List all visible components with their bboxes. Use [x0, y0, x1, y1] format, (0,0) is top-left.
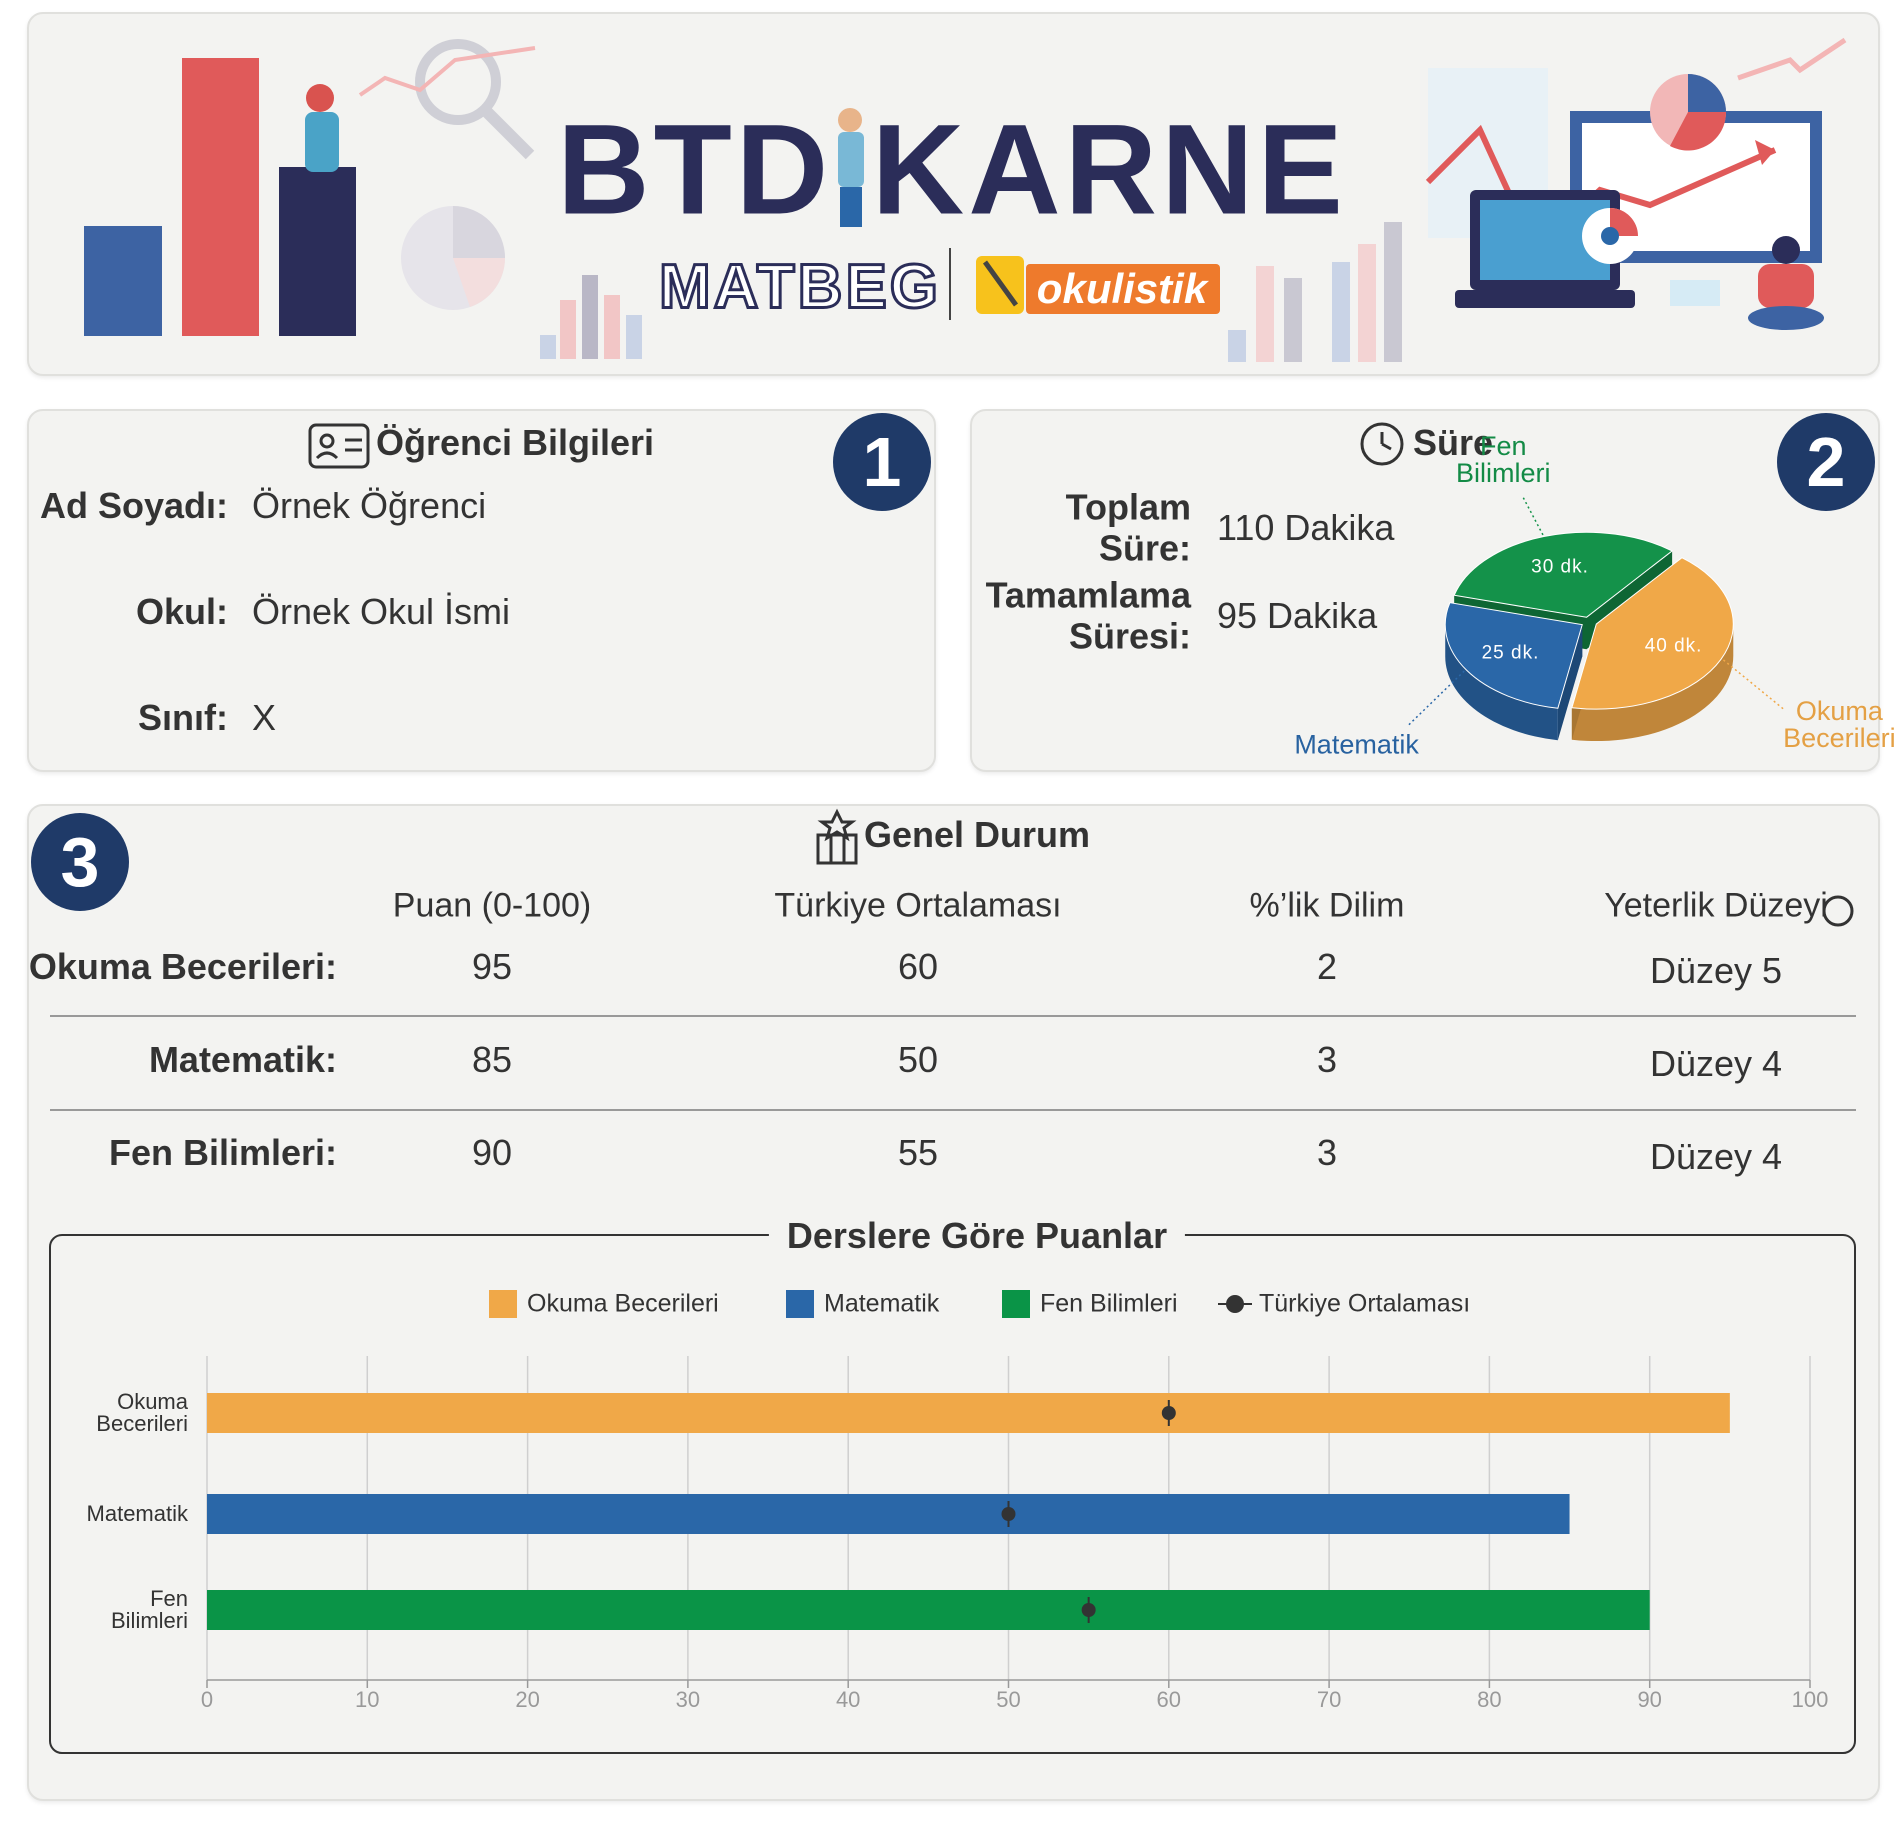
field-label: Ad Soyadı:: [39, 485, 228, 526]
pie-value-label: 30 dk.: [1531, 556, 1589, 578]
partner-logo: okulistik: [1036, 265, 1208, 312]
table-cell: Düzey 4: [1649, 1043, 1783, 1084]
average-marker: [1081, 1603, 1096, 1617]
column-header: Yeterlik Düzeyi: [1604, 886, 1828, 925]
field-label: Tamamlama Süresi:: [985, 574, 1191, 657]
x-tick-label: 50: [996, 1687, 1021, 1712]
pie-leader: [1408, 670, 1465, 726]
row-label: Matematik:: [148, 1039, 337, 1080]
row-label: Okuma Becerileri:: [28, 946, 337, 987]
pie-category-label: Matematik: [1294, 729, 1419, 760]
x-tick-label: 90: [1637, 1687, 1662, 1712]
brand-logo: MATBEG: [657, 251, 942, 323]
table-cell: 55: [897, 1132, 939, 1173]
field-value: Örnek Okul İsmi: [252, 591, 511, 632]
section-icon: [308, 422, 1854, 927]
pie-slice-side: [1571, 624, 1734, 742]
section-badge: 2: [1777, 413, 1875, 511]
table-cell: 85: [471, 1039, 513, 1080]
table-cell: Düzey 4: [1649, 1136, 1783, 1177]
field-label: Toplam Süre:: [1065, 486, 1191, 569]
x-tick-label: 70: [1316, 1687, 1342, 1712]
x-tick-label: 80: [1477, 1687, 1502, 1712]
chart-title: Derslere Göre Puanlar: [768, 1215, 1186, 1257]
column-header: Puan (0-100): [392, 886, 592, 925]
section-title: Genel Durum: [863, 814, 1091, 855]
y-tick-label: Matematik: [86, 1501, 188, 1526]
legend-label: Türkiye Ortalaması: [1259, 1289, 1471, 1318]
report-title: BTD KARNE: [557, 98, 1347, 242]
field-value: 110 Dakika: [1217, 507, 1395, 548]
student-panel: [27, 409, 936, 772]
legend-label: Okuma Becerileri: [527, 1289, 719, 1318]
pie-value-label: 25 dk.: [1481, 642, 1540, 664]
average-marker: [1001, 1507, 1016, 1521]
x-tick-label: 0: [200, 1687, 214, 1712]
x-tick-label: 40: [835, 1687, 861, 1712]
field-value: X: [252, 697, 277, 738]
bar: [207, 1393, 1730, 1433]
column-header: Türkiye Ortalaması: [774, 886, 1062, 925]
x-tick-label: 100: [1791, 1687, 1829, 1712]
table-cell: 3: [1316, 1132, 1338, 1173]
section-title: Öğrenci Bilgileri: [375, 422, 655, 463]
field-label: Okul:: [135, 591, 228, 632]
table-cell: 60: [897, 946, 939, 987]
legend-label: Matematik: [824, 1289, 940, 1318]
table-cell: 2: [1316, 946, 1338, 987]
x-tick-label: 60: [1156, 1687, 1182, 1712]
x-tick-label: 10: [355, 1687, 380, 1712]
header-decoration: [84, 37, 1847, 362]
x-tick-label: 30: [675, 1687, 701, 1712]
x-tick-label: 20: [515, 1687, 540, 1712]
y-tick-label: Okuma Becerileri: [96, 1389, 188, 1436]
section-badge: 3: [31, 813, 129, 911]
table-cell: 90: [471, 1132, 513, 1173]
pie-category-label: Fen Bilimleri: [1456, 430, 1551, 488]
table-cell: 3: [1316, 1039, 1338, 1080]
column-header: %’lik Dilim: [1249, 886, 1405, 925]
section-title: Süre: [1412, 422, 1494, 463]
pie-slice: [1444, 602, 1583, 709]
pie-category-label: Okuma Becerileri: [1783, 695, 1896, 753]
legend-marker: [1226, 1295, 1244, 1313]
pie-slice: [1453, 531, 1674, 618]
average-marker: [1161, 1406, 1176, 1420]
field-value: 95 Dakika: [1217, 595, 1378, 636]
row-label: Fen Bilimleri:: [108, 1132, 337, 1173]
field-value: Örnek Öğrenci: [252, 485, 487, 526]
section-badge: 1: [833, 413, 931, 511]
legend-swatch: [786, 1290, 814, 1318]
table-cell: Düzey 5: [1649, 950, 1783, 991]
bar: [207, 1494, 1570, 1534]
general-panel: [27, 804, 1880, 1801]
table-cell: 95: [471, 946, 513, 987]
pie-value-label: 40 dk.: [1644, 635, 1703, 657]
field-label: Sınıf:: [138, 697, 228, 738]
y-tick-label: Fen Bilimleri: [111, 1586, 188, 1633]
legend-swatch: [1002, 1290, 1030, 1318]
pie-slice: [1571, 557, 1734, 710]
pie-leader: [1521, 495, 1544, 536]
legend-label: Fen Bilimleri: [1040, 1289, 1178, 1318]
pie-slice-side: [1445, 624, 1558, 741]
table-cell: 50: [897, 1039, 939, 1080]
duration-panel: [970, 409, 1880, 772]
bar: [207, 1590, 1650, 1630]
legend-swatch: [489, 1290, 517, 1318]
